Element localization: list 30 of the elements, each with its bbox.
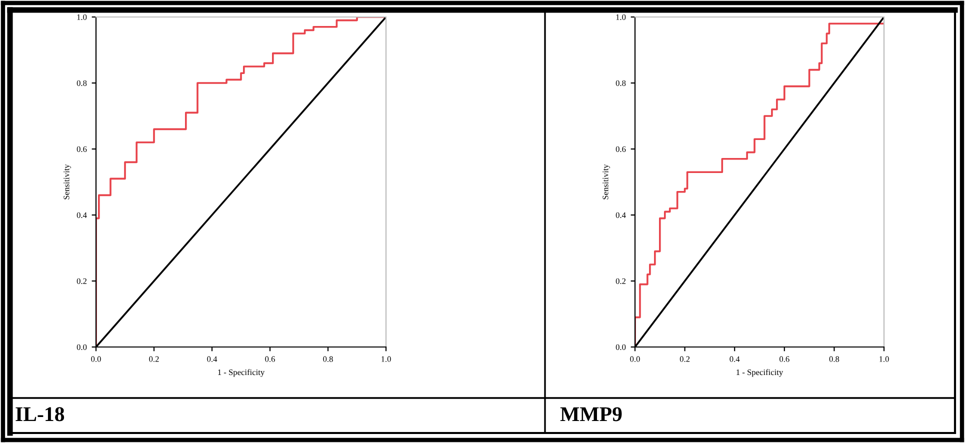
y-tick-label: 0.6 xyxy=(616,146,626,152)
x-axis-title: 1 - Specificity xyxy=(218,369,265,377)
x-tick-label: 0.4 xyxy=(730,356,740,362)
y-tick-label: 0.8 xyxy=(76,80,87,86)
x-tick-label: 0.0 xyxy=(630,356,640,362)
x-tick-label: 0.6 xyxy=(265,356,275,362)
y-tick-label: 0.2 xyxy=(616,278,626,284)
y-tick-label: 0.4 xyxy=(76,212,87,218)
x-tick-label: 1.0 xyxy=(880,356,889,362)
y-axis-title: Sensitivity xyxy=(64,164,71,200)
x-tick-label: 0.8 xyxy=(829,356,840,362)
x-tick-label: 0.4 xyxy=(207,356,218,362)
x-tick-label: 1.0 xyxy=(382,356,391,362)
y-axis-title: Sensitivity xyxy=(602,164,610,200)
y-tick-label: 0.8 xyxy=(616,80,626,86)
y-tick-label: 0.0 xyxy=(76,344,87,350)
x-tick-label: 0.0 xyxy=(91,356,101,362)
y-tick-label: 0.4 xyxy=(616,212,626,218)
text: IL-18 xyxy=(16,407,64,422)
y-tick-label: 0.6 xyxy=(76,146,87,152)
y-tick-label: 0.2 xyxy=(76,278,87,284)
y-tick-label: 1.0 xyxy=(77,14,87,20)
y-tick-label: 1.0 xyxy=(616,14,626,20)
x-tick-label: 0.8 xyxy=(323,356,333,362)
x-axis-title: 1 - Specificity xyxy=(736,369,784,377)
x-tick-label: 0.6 xyxy=(780,356,790,362)
text: MMP9 xyxy=(560,407,622,422)
y-tick-label: 0.0 xyxy=(616,344,626,350)
x-tick-label: 0.2 xyxy=(149,356,159,362)
x-tick-label: 0.2 xyxy=(680,356,690,362)
